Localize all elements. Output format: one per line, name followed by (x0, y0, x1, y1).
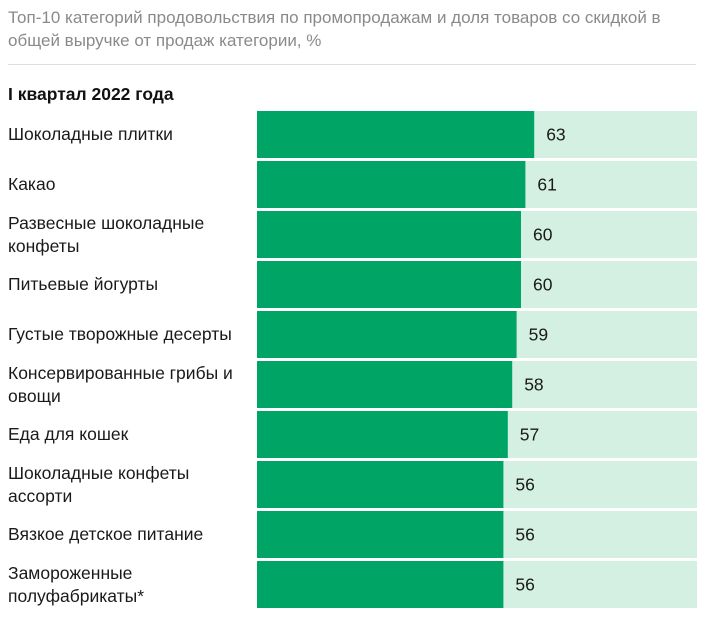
data-label: 60 (533, 275, 553, 295)
bar (257, 411, 508, 458)
bar (257, 261, 521, 308)
category-label: Развесные шоколадные конфеты (8, 212, 205, 256)
category-label: Какао (8, 174, 56, 194)
data-label: 59 (529, 325, 548, 345)
data-label: 56 (515, 525, 534, 545)
bar (257, 361, 513, 408)
bar (257, 561, 504, 608)
data-label: 56 (515, 475, 534, 495)
bar (257, 111, 535, 158)
category-label: Консервированные грибы и овощи (8, 362, 233, 406)
chart-subtitle: Топ-10 категорий продовольствия по промо… (8, 8, 661, 50)
data-label: 56 (515, 575, 534, 595)
data-label: 61 (537, 175, 556, 195)
divider (8, 64, 696, 65)
bar (257, 511, 504, 558)
category-label: Вязкое детское питание (8, 524, 204, 544)
category-label: Густые творожные десерты (8, 324, 232, 344)
category-label: Шоколадные плитки (8, 124, 173, 144)
category-label: Шоколадные конфеты ассорти (8, 462, 190, 506)
bar (257, 161, 526, 208)
data-label: 57 (520, 425, 539, 445)
bar (257, 211, 521, 258)
bar (257, 311, 517, 358)
category-label: Еда для кошек (8, 424, 129, 444)
data-label: 63 (546, 125, 565, 145)
category-label: Питьевые йогурты (8, 274, 159, 294)
category-label: Замороженные полуфабрикаты* (8, 562, 145, 606)
bar (257, 461, 504, 508)
data-label: 58 (524, 375, 543, 395)
data-label: 60 (533, 225, 553, 245)
period-label: I квартал 2022 года (8, 84, 174, 104)
